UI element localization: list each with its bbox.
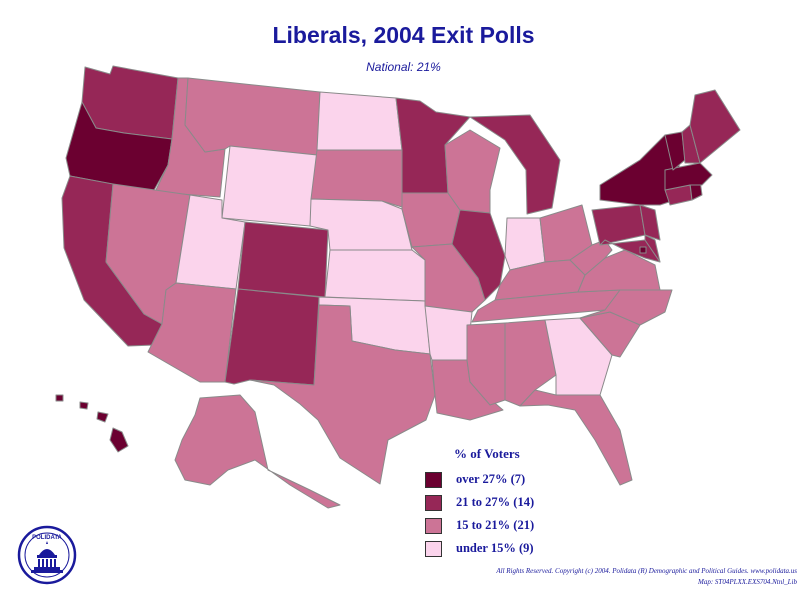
state-alaska[interactable]: [174, 394, 341, 509]
state-arkansas[interactable]: [424, 305, 473, 361]
map-id-text: Map: ST04PLXX.EXS704.Ntnl_Lib: [698, 578, 797, 586]
state-new-mexico[interactable]: [224, 288, 320, 386]
state-north-dakota[interactable]: [316, 91, 403, 151]
state-iowa[interactable]: [401, 192, 461, 248]
legend-swatch: [425, 517, 442, 534]
state-south-dakota[interactable]: [310, 149, 403, 208]
legend-swatch: [425, 540, 442, 557]
state-district-of-columbia[interactable]: [639, 246, 647, 254]
state-colorado[interactable]: [237, 221, 329, 298]
map-subtitle: National: 21%: [366, 60, 441, 74]
state-maine[interactable]: [689, 89, 741, 164]
legend-label: 21 to 27% (14): [456, 495, 535, 509]
state-kansas[interactable]: [324, 249, 426, 302]
state-hawaii-kauai[interactable]: [55, 394, 64, 402]
legend-label: 15 to 21% (21): [456, 518, 535, 532]
legend-label: over 27% (7): [456, 472, 526, 486]
state-hawaii-big-island[interactable]: [109, 427, 129, 453]
state-west-virginia[interactable]: [569, 239, 613, 276]
state-wisconsin[interactable]: [444, 129, 501, 214]
legend-swatch: [425, 494, 442, 511]
state-hawaii-oahu[interactable]: [79, 401, 89, 410]
state-new-jersey[interactable]: [639, 204, 661, 241]
state-illinois[interactable]: [451, 209, 506, 301]
polidata-logo: POLIDATA: [17, 525, 77, 585]
legend-item-over-27: over 27% (7): [420, 468, 610, 491]
state-florida[interactable]: [519, 389, 633, 486]
legend-swatch: [425, 471, 442, 488]
legend-item-15-to-21: 15 to 21% (21): [420, 514, 610, 537]
state-indiana[interactable]: [504, 217, 546, 271]
state-arizona[interactable]: [147, 282, 237, 383]
map-title: Liberals, 2004 Exit Polls: [272, 22, 535, 48]
state-hawaii-maui[interactable]: [96, 411, 109, 423]
legend-label: under 15% (9): [456, 541, 534, 555]
state-wyoming[interactable]: [221, 145, 318, 227]
state-pennsylvania[interactable]: [591, 204, 646, 246]
state-michigan[interactable]: [469, 114, 561, 215]
state-delaware[interactable]: [644, 234, 661, 263]
legend-title: % of Voters: [454, 446, 520, 461]
logo-text: POLIDATA: [32, 535, 62, 541]
legend-item-under-15: under 15% (9): [420, 537, 610, 560]
legend: % of Voters over 27% (7) 21 to 27% (14) …: [420, 446, 610, 560]
state-texas[interactable]: [249, 304, 436, 485]
copyright-notice: All Rights Reserved. Copyright (c) 2004.…: [496, 566, 797, 588]
copyright-text: All Rights Reserved. Copyright (c) 2004.…: [496, 567, 797, 575]
state-montana[interactable]: [184, 77, 321, 156]
legend-item-21-to-27: 21 to 27% (14): [420, 491, 610, 514]
